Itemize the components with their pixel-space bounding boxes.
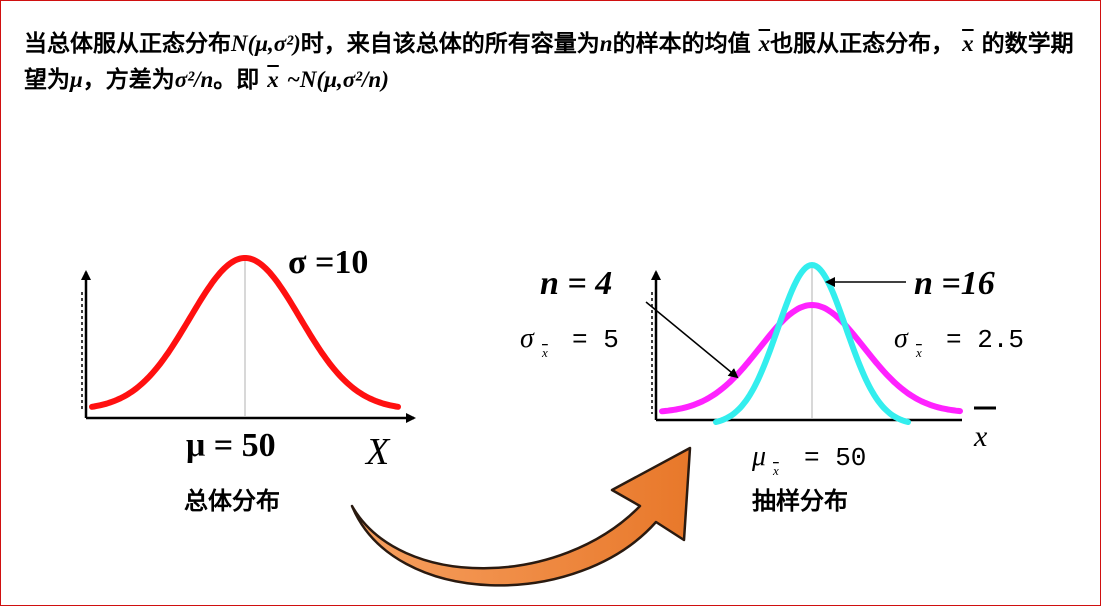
intro-part-3: 的样本的均值 <box>612 31 751 57</box>
right-axis-label: x <box>973 420 988 453</box>
mu-xbar-subscript: x <box>772 463 779 478</box>
mu-xbar-value: = 50 <box>804 443 866 473</box>
n16-label: n =16 <box>914 265 995 302</box>
intro-math-7: x <box>267 67 279 92</box>
n16-curve <box>713 261 911 425</box>
sigma-n4-value: = 5 <box>572 325 619 355</box>
intro-part-6: ，方差为 <box>82 67 175 93</box>
intro-part-7: 。即 <box>213 67 260 93</box>
intro-math-4: x <box>962 31 974 56</box>
sampling-caption: 抽样分布 <box>752 487 848 515</box>
intro-part-1: 当总体服从正态分布 <box>24 31 231 57</box>
intro-math-1: N(μ,σ²) <box>231 31 301 56</box>
intro-math-3: x <box>758 31 771 56</box>
intro-math-2: n <box>599 31 613 56</box>
transform-arrow-icon <box>350 446 692 587</box>
n4-pointer-arrow <box>645 301 739 379</box>
sigma-n4-subscript: x <box>541 345 548 360</box>
intro-text: 当总体服从正态分布N(μ,σ²)时，来自该总体的所有容量为n的样本的均值 x也服… <box>24 26 1089 98</box>
mu-xbar-symbol: μ <box>751 441 766 472</box>
population-curve <box>89 255 401 410</box>
intro-part-2: 时，来自该总体的所有容量为 <box>300 31 600 57</box>
mu-50-label: μ = 50 <box>186 427 276 464</box>
population-caption: 总体分布 <box>184 487 280 515</box>
intro-part-4: 也服从正态分布， <box>770 31 955 57</box>
intro-math-5: μ <box>70 67 83 92</box>
sigma-n4-symbol: σ <box>520 323 535 354</box>
sigma-n16-value: = 2.5 <box>946 325 1024 355</box>
intro-part-5: 的数学期望为 <box>24 31 1074 93</box>
sigma-n16-symbol: σ <box>894 323 909 354</box>
population-diagram: σ =10 μ = 50 X 总体分布 <box>81 244 416 515</box>
intro-math-6: σ²/n <box>174 67 214 92</box>
n4-label: n = 4 <box>540 265 612 302</box>
sigma-n16-subscript: x <box>915 345 922 360</box>
sampling-diagram: n = 4 n =16 σ x = 5 σ x = 2.5 μ x = 50 x… <box>520 261 1024 515</box>
left-axis-label: X <box>364 431 391 473</box>
sigma-10-label: σ =10 <box>288 244 368 281</box>
n4-curve <box>659 301 963 415</box>
intro-math-8: ~N(μ,σ²/n) <box>286 67 389 92</box>
